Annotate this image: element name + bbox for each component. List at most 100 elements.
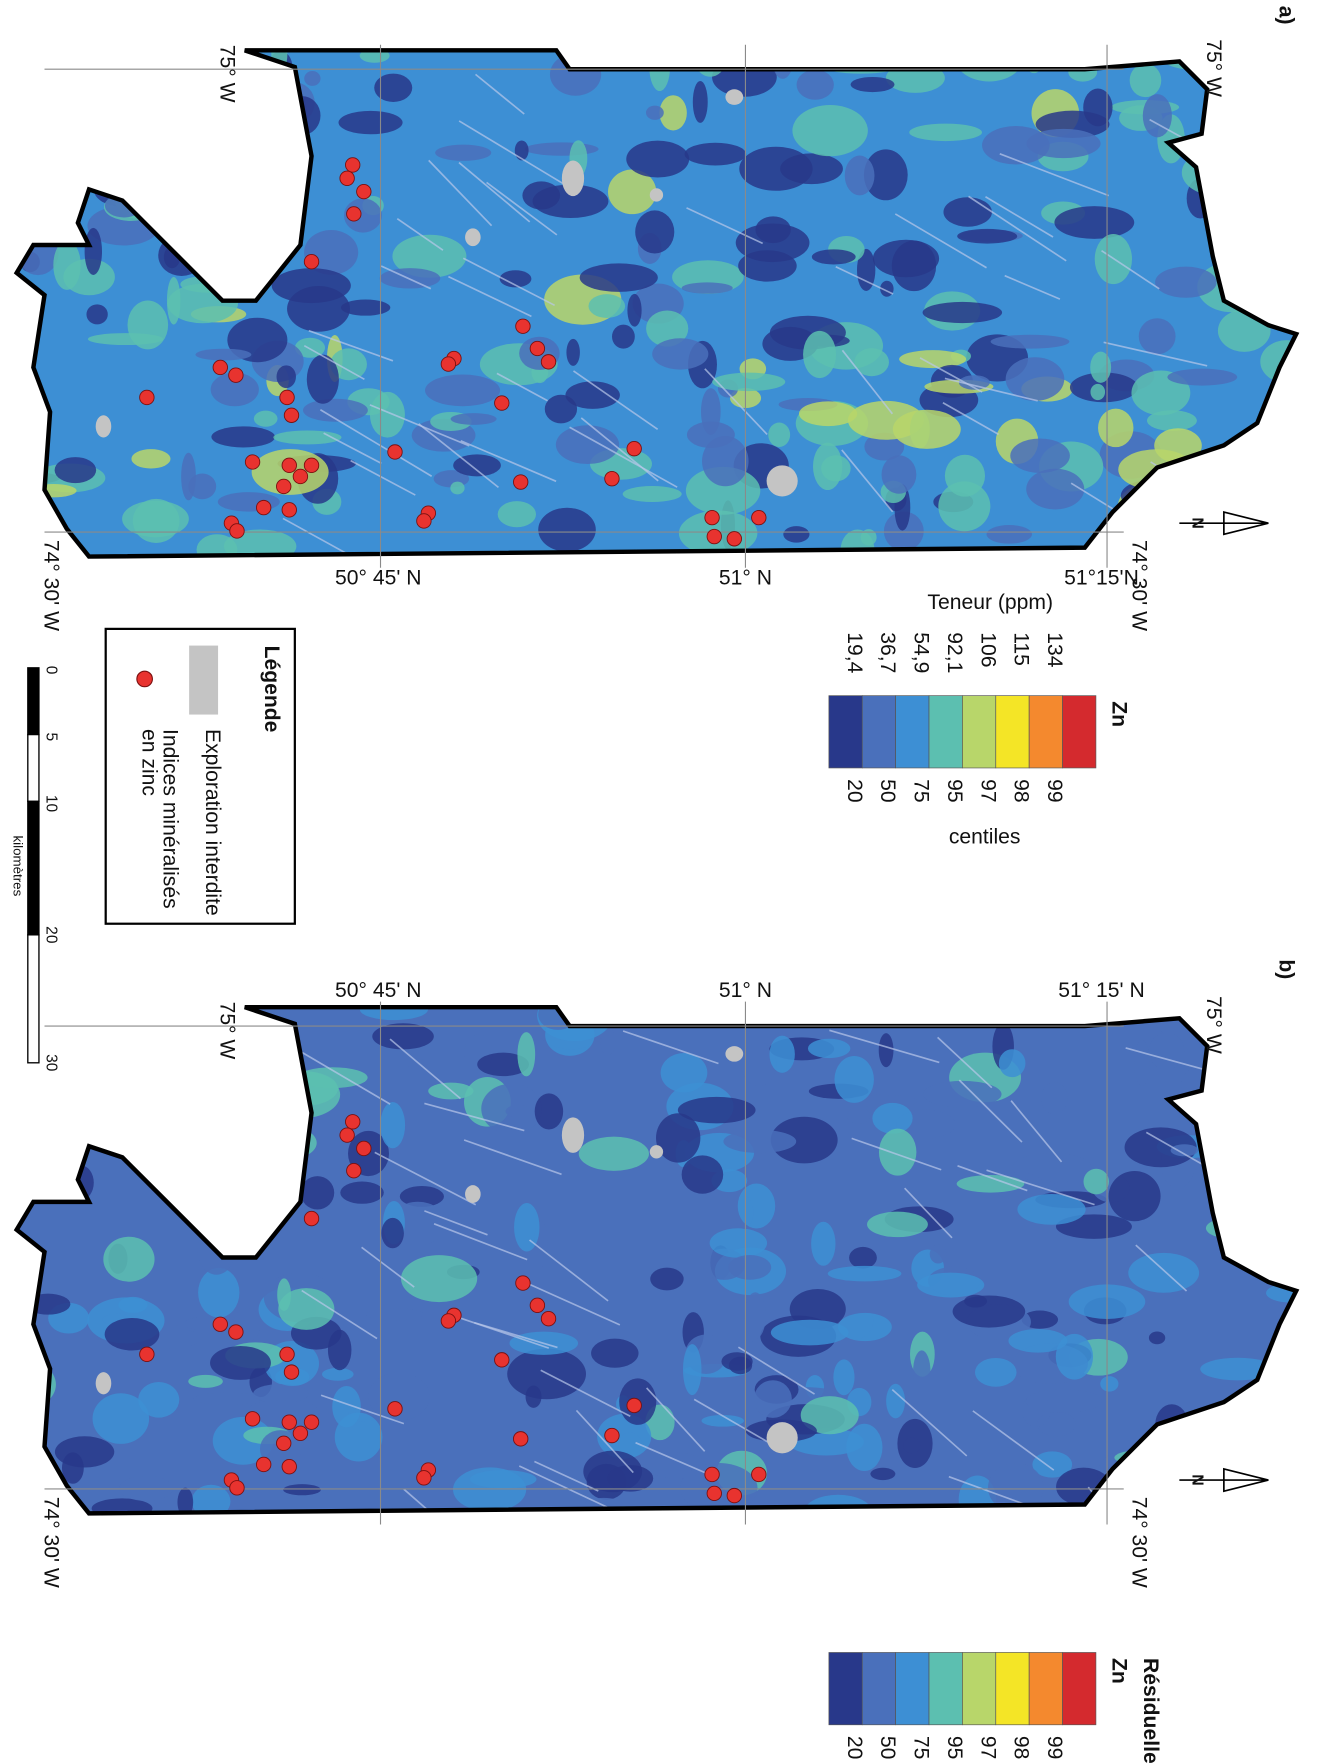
zone bbox=[374, 74, 412, 102]
zone bbox=[745, 1292, 766, 1339]
zone bbox=[626, 141, 689, 178]
zone bbox=[535, 1093, 563, 1129]
zone bbox=[712, 58, 777, 97]
lon-label: 74° 30' W bbox=[1128, 540, 1151, 631]
zone bbox=[210, 1346, 271, 1380]
legend-title: Zn bbox=[1108, 1658, 1131, 1684]
zone bbox=[580, 263, 658, 292]
zinc-occurrence bbox=[245, 455, 259, 469]
zone bbox=[167, 284, 238, 324]
zone bbox=[1270, 144, 1284, 164]
zone bbox=[340, 1181, 384, 1203]
legend-swatch bbox=[929, 696, 962, 768]
zinc-occurrence bbox=[304, 458, 318, 472]
zinc-occurrence bbox=[495, 1353, 509, 1367]
zone bbox=[1026, 469, 1084, 510]
zone bbox=[26, 1294, 71, 1315]
legend-title: Légende bbox=[260, 646, 283, 733]
zone bbox=[652, 338, 708, 369]
zinc-occurrence bbox=[229, 1325, 243, 1339]
zone bbox=[1167, 369, 1237, 386]
zinc-occurrence bbox=[282, 1415, 296, 1429]
zone bbox=[86, 304, 107, 324]
zone bbox=[1281, 1358, 1311, 1391]
zone bbox=[957, 229, 1017, 244]
restricted-zone bbox=[767, 1422, 798, 1453]
zone bbox=[710, 1228, 767, 1257]
zone bbox=[823, 59, 899, 74]
zone bbox=[1265, 141, 1321, 169]
zone bbox=[81, 1106, 155, 1123]
zone bbox=[923, 302, 1003, 323]
north-n: N bbox=[1189, 518, 1206, 529]
zone bbox=[879, 1129, 916, 1176]
zone bbox=[954, 1507, 1024, 1519]
zone bbox=[86, 162, 110, 188]
zone bbox=[71, 1006, 108, 1023]
zone bbox=[650, 1268, 683, 1291]
zone bbox=[799, 401, 857, 426]
zone bbox=[229, 1062, 260, 1102]
zone bbox=[381, 1218, 403, 1248]
zone bbox=[283, 1484, 321, 1495]
zinc-occurrence bbox=[388, 1402, 402, 1416]
zone bbox=[106, 1034, 162, 1066]
zone bbox=[684, 52, 735, 63]
zinc-occurrence bbox=[513, 475, 527, 489]
zone bbox=[366, 1308, 423, 1320]
zone bbox=[517, 1032, 535, 1076]
zone bbox=[1100, 1376, 1118, 1391]
legend-swatch bbox=[996, 696, 1029, 768]
zinc-occurrence bbox=[282, 1459, 296, 1473]
zinc-occurrence bbox=[282, 458, 296, 472]
zone bbox=[360, 999, 428, 1020]
zone bbox=[380, 1102, 405, 1148]
legend-centile: 97 bbox=[976, 779, 999, 802]
zinc-occurrence bbox=[280, 1347, 294, 1361]
zone bbox=[685, 143, 747, 166]
zone bbox=[882, 455, 917, 493]
zone bbox=[188, 1375, 223, 1388]
zone bbox=[964, 1295, 987, 1308]
zone bbox=[1225, 1015, 1299, 1030]
zone bbox=[1090, 352, 1111, 383]
zinc-occurrence bbox=[388, 445, 402, 459]
legend-swatch bbox=[1029, 1652, 1062, 1724]
zone bbox=[515, 140, 529, 160]
zinc-occurrence bbox=[284, 408, 298, 422]
zone bbox=[1164, 491, 1223, 541]
zone bbox=[804, 1495, 873, 1531]
zinc-occurrence bbox=[276, 479, 290, 493]
zone bbox=[255, 1152, 282, 1179]
zone bbox=[1143, 94, 1172, 137]
zone bbox=[1182, 148, 1259, 196]
zone bbox=[435, 145, 491, 161]
zone bbox=[186, 84, 207, 99]
zone bbox=[661, 1053, 708, 1092]
zone bbox=[917, 1273, 984, 1298]
legend-value: 92,1 bbox=[943, 632, 966, 673]
zone bbox=[565, 381, 619, 409]
zinc-occurrence bbox=[276, 1436, 290, 1450]
zone bbox=[955, 34, 1023, 82]
zone bbox=[104, 1096, 147, 1138]
zone bbox=[1226, 1416, 1243, 1433]
zinc-occurrence bbox=[417, 1471, 431, 1485]
zone bbox=[627, 294, 641, 327]
zone bbox=[425, 375, 500, 407]
zone bbox=[838, 1313, 892, 1341]
zone bbox=[1090, 384, 1105, 400]
restricted-zone bbox=[767, 465, 798, 496]
zinc-occurrence bbox=[304, 254, 318, 268]
legend-centile: 95 bbox=[943, 779, 966, 802]
zone bbox=[1285, 58, 1305, 81]
lat-label: 51° N bbox=[719, 979, 772, 1002]
zone bbox=[849, 1247, 877, 1269]
zinc-occurrence bbox=[513, 1432, 527, 1446]
zone bbox=[1248, 466, 1307, 500]
zone bbox=[623, 486, 682, 502]
zone bbox=[678, 1097, 756, 1124]
zone bbox=[1154, 428, 1202, 463]
zone bbox=[15, 1452, 45, 1497]
zinc-occurrence bbox=[516, 1276, 530, 1290]
